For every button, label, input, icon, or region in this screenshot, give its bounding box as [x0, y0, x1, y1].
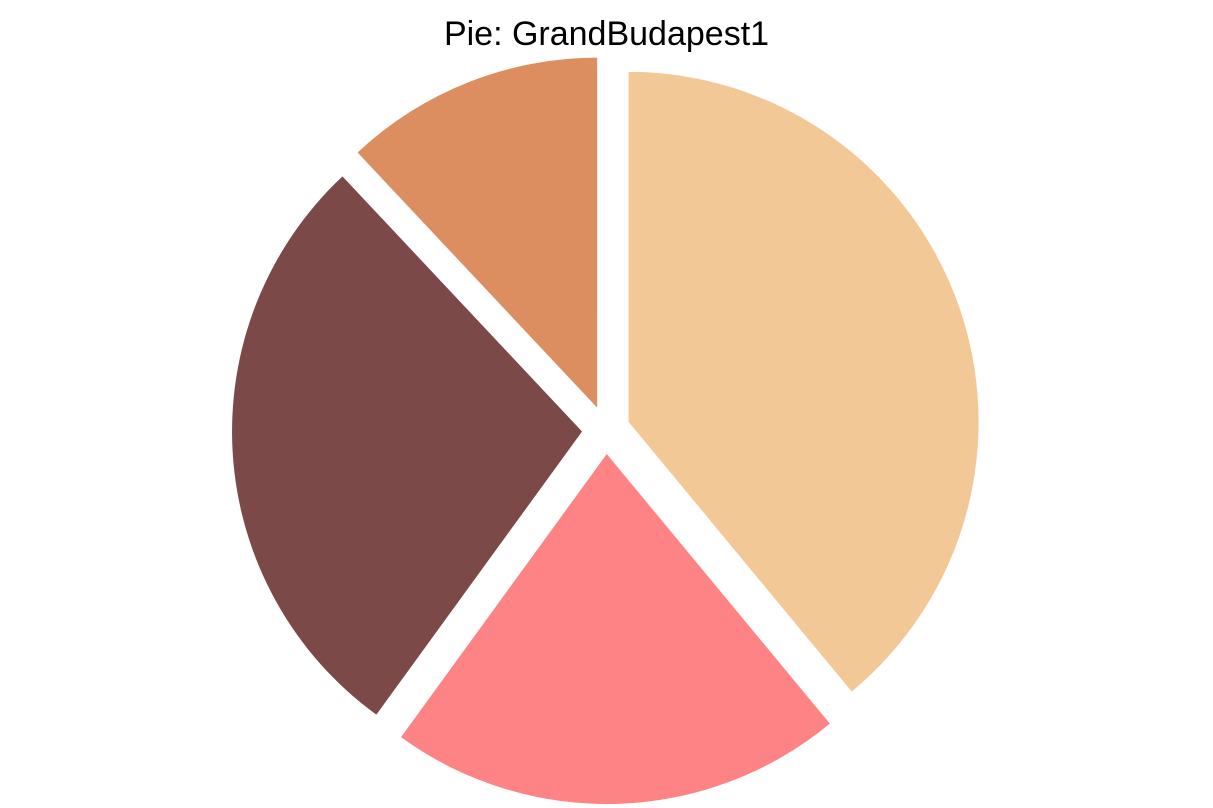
pie-slice-1 — [628, 71, 979, 692]
pie-slice-3 — [232, 176, 583, 715]
pie-slice-4 — [357, 57, 598, 408]
pie-slice-2 — [401, 453, 830, 804]
chart-title: Pie: GrandBudapest1 — [443, 15, 770, 53]
pie-slices — [232, 57, 979, 804]
